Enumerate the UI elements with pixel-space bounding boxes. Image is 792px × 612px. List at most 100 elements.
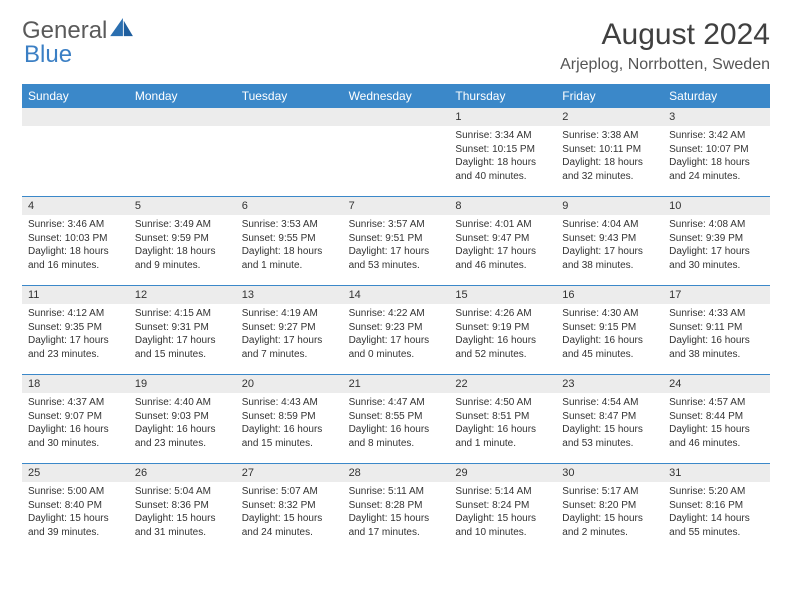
- day-number: [236, 108, 343, 126]
- day-cell: 27Sunrise: 5:07 AMSunset: 8:32 PMDayligh…: [236, 464, 343, 552]
- day-details: Sunrise: 4:43 AMSunset: 8:59 PMDaylight:…: [236, 393, 343, 454]
- sunrise-text: Sunrise: 4:01 AM: [455, 218, 550, 232]
- day-details: Sunrise: 4:12 AMSunset: 9:35 PMDaylight:…: [22, 304, 129, 365]
- sunrise-text: Sunrise: 5:20 AM: [669, 485, 764, 499]
- sunset-text: Sunset: 9:07 PM: [28, 410, 123, 424]
- day-cell: 25Sunrise: 5:00 AMSunset: 8:40 PMDayligh…: [22, 464, 129, 552]
- sunset-text: Sunset: 8:44 PM: [669, 410, 764, 424]
- day-number: 25: [22, 464, 129, 482]
- sunrise-text: Sunrise: 4:47 AM: [349, 396, 444, 410]
- day-cell: 5Sunrise: 3:49 AMSunset: 9:59 PMDaylight…: [129, 197, 236, 285]
- sunset-text: Sunset: 9:31 PM: [135, 321, 230, 335]
- sunrise-text: Sunrise: 4:30 AM: [562, 307, 657, 321]
- sunset-text: Sunset: 9:03 PM: [135, 410, 230, 424]
- sunrise-text: Sunrise: 4:12 AM: [28, 307, 123, 321]
- day-number: 30: [556, 464, 663, 482]
- daylight-text: Daylight: 17 hours and 30 minutes.: [669, 245, 764, 272]
- daylight-text: Daylight: 16 hours and 1 minute.: [455, 423, 550, 450]
- daylight-text: Daylight: 15 hours and 17 minutes.: [349, 512, 444, 539]
- calendar-grid: SundayMondayTuesdayWednesdayThursdayFrid…: [22, 84, 770, 552]
- day-details: Sunrise: 3:42 AMSunset: 10:07 PMDaylight…: [663, 126, 770, 187]
- sunrise-text: Sunrise: 4:22 AM: [349, 307, 444, 321]
- sunrise-text: Sunrise: 3:49 AM: [135, 218, 230, 232]
- weekday-header: Monday: [129, 84, 236, 108]
- sunrise-text: Sunrise: 3:42 AM: [669, 129, 764, 143]
- day-details: Sunrise: 4:26 AMSunset: 9:19 PMDaylight:…: [449, 304, 556, 365]
- day-details: Sunrise: 5:00 AMSunset: 8:40 PMDaylight:…: [22, 482, 129, 543]
- day-number: 13: [236, 286, 343, 304]
- day-cell: 12Sunrise: 4:15 AMSunset: 9:31 PMDayligh…: [129, 286, 236, 374]
- day-cell-empty: [129, 108, 236, 196]
- sunrise-text: Sunrise: 4:08 AM: [669, 218, 764, 232]
- location-text: Arjeplog, Norrbotten, Sweden: [560, 56, 770, 74]
- day-cell: 1Sunrise: 3:34 AMSunset: 10:15 PMDayligh…: [449, 108, 556, 196]
- sunset-text: Sunset: 8:20 PM: [562, 499, 657, 513]
- sunrise-text: Sunrise: 5:11 AM: [349, 485, 444, 499]
- daylight-text: Daylight: 18 hours and 40 minutes.: [455, 156, 550, 183]
- day-details: Sunrise: 4:19 AMSunset: 9:27 PMDaylight:…: [236, 304, 343, 365]
- day-details: Sunrise: 4:50 AMSunset: 8:51 PMDaylight:…: [449, 393, 556, 454]
- day-number: [129, 108, 236, 126]
- day-number: 17: [663, 286, 770, 304]
- day-details: Sunrise: 4:54 AMSunset: 8:47 PMDaylight:…: [556, 393, 663, 454]
- sunset-text: Sunset: 9:11 PM: [669, 321, 764, 335]
- week-row: 25Sunrise: 5:00 AMSunset: 8:40 PMDayligh…: [22, 464, 770, 552]
- day-details: Sunrise: 4:04 AMSunset: 9:43 PMDaylight:…: [556, 215, 663, 276]
- week-row: 4Sunrise: 3:46 AMSunset: 10:03 PMDayligh…: [22, 197, 770, 286]
- daylight-text: Daylight: 17 hours and 7 minutes.: [242, 334, 337, 361]
- daylight-text: Daylight: 15 hours and 31 minutes.: [135, 512, 230, 539]
- sunset-text: Sunset: 10:03 PM: [28, 232, 123, 246]
- daylight-text: Daylight: 16 hours and 52 minutes.: [455, 334, 550, 361]
- day-number: 28: [343, 464, 450, 482]
- sunset-text: Sunset: 8:36 PM: [135, 499, 230, 513]
- sunset-text: Sunset: 9:47 PM: [455, 232, 550, 246]
- day-cell: 23Sunrise: 4:54 AMSunset: 8:47 PMDayligh…: [556, 375, 663, 463]
- day-number: 7: [343, 197, 450, 215]
- day-number: 27: [236, 464, 343, 482]
- weekday-header: Wednesday: [343, 84, 450, 108]
- daylight-text: Daylight: 16 hours and 23 minutes.: [135, 423, 230, 450]
- day-cell: 9Sunrise: 4:04 AMSunset: 9:43 PMDaylight…: [556, 197, 663, 285]
- day-cell-empty: [22, 108, 129, 196]
- daylight-text: Daylight: 16 hours and 15 minutes.: [242, 423, 337, 450]
- sunset-text: Sunset: 9:55 PM: [242, 232, 337, 246]
- sunrise-text: Sunrise: 4:50 AM: [455, 396, 550, 410]
- sunset-text: Sunset: 9:39 PM: [669, 232, 764, 246]
- day-details: Sunrise: 3:34 AMSunset: 10:15 PMDaylight…: [449, 126, 556, 187]
- weeks-container: 1Sunrise: 3:34 AMSunset: 10:15 PMDayligh…: [22, 108, 770, 552]
- weekday-header: Friday: [556, 84, 663, 108]
- sunrise-text: Sunrise: 5:00 AM: [28, 485, 123, 499]
- daylight-text: Daylight: 18 hours and 1 minute.: [242, 245, 337, 272]
- day-details: [343, 126, 450, 133]
- day-details: Sunrise: 4:40 AMSunset: 9:03 PMDaylight:…: [129, 393, 236, 454]
- week-row: 11Sunrise: 4:12 AMSunset: 9:35 PMDayligh…: [22, 286, 770, 375]
- title-block: August 2024 Arjeplog, Norrbotten, Sweden: [560, 18, 770, 74]
- sunrise-text: Sunrise: 4:15 AM: [135, 307, 230, 321]
- daylight-text: Daylight: 16 hours and 45 minutes.: [562, 334, 657, 361]
- day-number: 22: [449, 375, 556, 393]
- daylight-text: Daylight: 14 hours and 55 minutes.: [669, 512, 764, 539]
- day-cell: 17Sunrise: 4:33 AMSunset: 9:11 PMDayligh…: [663, 286, 770, 374]
- day-details: Sunrise: 4:01 AMSunset: 9:47 PMDaylight:…: [449, 215, 556, 276]
- sunrise-text: Sunrise: 4:19 AM: [242, 307, 337, 321]
- day-details: Sunrise: 5:20 AMSunset: 8:16 PMDaylight:…: [663, 482, 770, 543]
- day-number: 16: [556, 286, 663, 304]
- sunrise-text: Sunrise: 3:46 AM: [28, 218, 123, 232]
- day-number: 6: [236, 197, 343, 215]
- day-number: 21: [343, 375, 450, 393]
- weekday-header: Tuesday: [236, 84, 343, 108]
- day-cell: 28Sunrise: 5:11 AMSunset: 8:28 PMDayligh…: [343, 464, 450, 552]
- daylight-text: Daylight: 17 hours and 46 minutes.: [455, 245, 550, 272]
- day-number: 2: [556, 108, 663, 126]
- sunset-text: Sunset: 10:11 PM: [562, 143, 657, 157]
- brand-word-2: Blue: [24, 41, 72, 68]
- sunset-text: Sunset: 9:19 PM: [455, 321, 550, 335]
- sunset-text: Sunset: 9:51 PM: [349, 232, 444, 246]
- sunset-text: Sunset: 10:15 PM: [455, 143, 550, 157]
- day-number: 23: [556, 375, 663, 393]
- sunrise-text: Sunrise: 4:04 AM: [562, 218, 657, 232]
- sunrise-text: Sunrise: 4:37 AM: [28, 396, 123, 410]
- daylight-text: Daylight: 18 hours and 9 minutes.: [135, 245, 230, 272]
- month-title: August 2024: [560, 18, 770, 52]
- daylight-text: Daylight: 16 hours and 38 minutes.: [669, 334, 764, 361]
